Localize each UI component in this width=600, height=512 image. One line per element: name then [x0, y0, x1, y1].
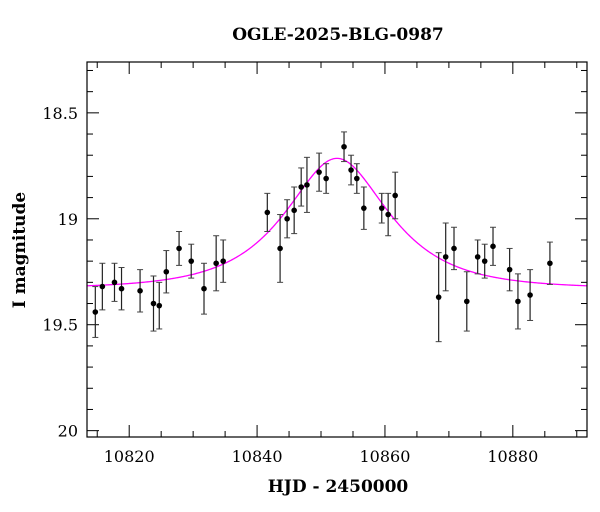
point-marker — [99, 283, 106, 290]
y-tick-label: 19 — [58, 210, 78, 229]
data-point — [463, 271, 470, 332]
data-point — [378, 192, 385, 224]
y-tick-label: 19.5 — [42, 316, 78, 335]
axes: 10820 10840 10860 10880 18.5 19 19.5 20 — [42, 62, 587, 466]
point-marker — [220, 258, 226, 264]
point-marker — [463, 298, 470, 305]
data-point — [341, 131, 348, 163]
data-point — [353, 163, 360, 194]
point-marker — [361, 205, 367, 211]
point-marker — [137, 288, 143, 294]
data-point — [451, 226, 458, 271]
point-marker — [291, 207, 297, 214]
point-marker — [451, 245, 457, 252]
data-point — [506, 247, 513, 292]
data-point — [323, 163, 330, 194]
data-point — [188, 243, 195, 279]
data-point — [156, 281, 163, 330]
point-marker — [506, 266, 513, 273]
point-marker — [354, 175, 360, 182]
x-tick-label: 10880 — [487, 447, 538, 466]
data-point — [291, 186, 298, 235]
point-marker — [188, 258, 195, 264]
x-tick-label: 10840 — [232, 447, 283, 466]
data-point — [514, 273, 521, 330]
x-axis-label: HJD - 2450000 — [268, 477, 409, 497]
data-point — [163, 250, 170, 294]
data-point — [137, 269, 144, 313]
data-point — [213, 235, 220, 292]
data-point — [385, 192, 392, 237]
data-point — [546, 241, 553, 285]
plot-frame — [86, 61, 588, 438]
point-marker — [348, 167, 354, 173]
data-point — [150, 275, 157, 332]
point-marker — [156, 302, 163, 309]
x-tick-label: 10860 — [360, 447, 411, 466]
point-marker — [392, 192, 398, 199]
data-point — [348, 154, 355, 186]
data-point — [490, 226, 497, 266]
data-point — [316, 152, 323, 192]
point-marker — [111, 279, 118, 286]
chart-title: OGLE-2025-BLG-0987 — [232, 25, 444, 45]
data-point — [392, 171, 399, 220]
data-point — [99, 262, 106, 311]
point-marker — [92, 309, 99, 315]
point-marker — [304, 182, 310, 188]
model-curve-group — [86, 157, 588, 287]
y-tick-label: 18.5 — [42, 104, 78, 123]
data-point — [176, 230, 183, 266]
data-point — [298, 167, 305, 207]
point-marker — [213, 260, 219, 267]
data-point — [264, 192, 271, 232]
data-point — [481, 243, 488, 279]
point-marker — [435, 294, 442, 300]
point-marker — [150, 300, 157, 307]
data-point — [435, 252, 442, 343]
data-point — [92, 286, 99, 338]
point-marker — [298, 184, 304, 190]
point-marker — [118, 285, 125, 292]
point-marker — [277, 245, 283, 252]
point-marker — [481, 258, 488, 264]
data-points — [92, 131, 553, 343]
y-tick-label: 20 — [58, 422, 78, 441]
point-marker — [442, 254, 449, 260]
data-point — [118, 267, 125, 311]
point-marker — [323, 175, 329, 182]
data-point — [220, 239, 227, 283]
data-point — [111, 262, 118, 302]
point-marker — [264, 209, 271, 216]
point-marker — [527, 292, 533, 298]
data-point — [527, 269, 534, 321]
point-marker — [474, 254, 481, 260]
x-tick-label: 10820 — [104, 447, 155, 466]
point-marker — [385, 211, 391, 218]
data-point — [284, 199, 291, 239]
data-point — [442, 222, 449, 292]
point-marker — [378, 205, 385, 211]
data-point — [201, 262, 208, 315]
point-marker — [316, 169, 322, 175]
point-marker — [201, 285, 207, 292]
point-marker — [515, 298, 521, 305]
point-marker — [284, 215, 290, 222]
point-marker — [163, 268, 170, 275]
point-marker — [176, 245, 182, 252]
model-curve — [86, 157, 588, 287]
data-point — [474, 239, 481, 275]
y-axis-label: I magnitude — [10, 192, 30, 309]
data-point — [303, 156, 310, 213]
data-point — [277, 214, 284, 283]
point-marker — [490, 243, 496, 250]
point-marker — [341, 143, 347, 150]
data-point — [360, 186, 367, 230]
point-marker — [547, 260, 553, 267]
